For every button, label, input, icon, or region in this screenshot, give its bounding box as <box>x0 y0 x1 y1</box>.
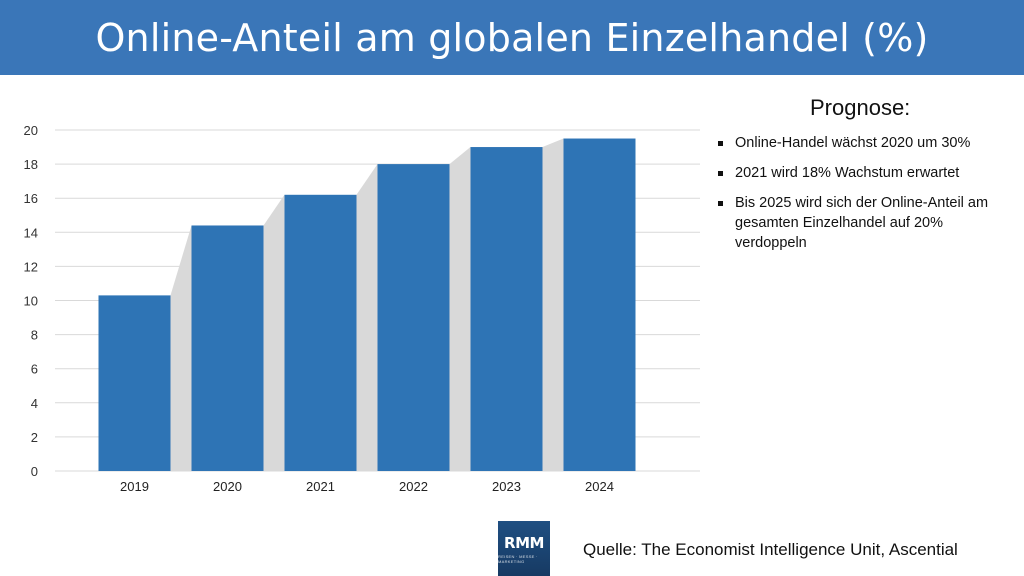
forecast-panel: Prognose: Online-Handel wächst 2020 um 3… <box>715 95 1015 263</box>
y-tick-label: 18 <box>24 157 38 172</box>
y-tick-label: 20 <box>24 123 38 138</box>
y-tick-label: 10 <box>24 294 38 309</box>
y-tick-label: 0 <box>31 464 38 479</box>
source-note: Quelle: The Economist Intelligence Unit,… <box>583 540 958 559</box>
bar-2022 <box>377 164 450 471</box>
bar-2020 <box>191 225 264 471</box>
connector-band <box>356 164 378 471</box>
x-tick-label: 2024 <box>585 479 614 494</box>
connector-band <box>449 147 471 472</box>
page-title: Online-Anteil am globalen Einzelhandel (… <box>95 15 929 60</box>
forecast-heading: Prognose: <box>810 95 911 120</box>
bar-2021 <box>284 194 357 471</box>
bar-2019 <box>98 295 171 471</box>
connector-band <box>263 194 285 471</box>
bar-2024 <box>563 138 636 471</box>
connector-band <box>542 138 564 471</box>
logo-text: RMM <box>504 533 544 552</box>
y-tick-label: 8 <box>31 328 38 343</box>
x-tick-label: 2020 <box>213 479 242 494</box>
y-tick-label: 14 <box>24 225 38 240</box>
logo-subtext: REISEN · MESSE · MARKETING <box>498 553 538 564</box>
x-tick-label: 2022 <box>399 479 428 494</box>
title-bar: Online-Anteil am globalen Einzelhandel (… <box>0 0 1024 75</box>
forecast-list: Online-Handel wächst 2020 um 30% 2021 wi… <box>715 133 1015 253</box>
bar-2023 <box>470 147 543 472</box>
x-tick-label: 2023 <box>492 479 521 494</box>
y-tick-label: 6 <box>31 362 38 377</box>
y-tick-label: 4 <box>31 396 38 411</box>
forecast-item: 2021 wird 18% Wachstum erwartet <box>715 163 1015 183</box>
forecast-item: Bis 2025 wird sich der Online-Anteil am … <box>715 193 1015 253</box>
y-tick-label: 2 <box>31 430 38 445</box>
rmm-logo: RMM REISEN · MESSE · MARKETING <box>498 521 550 576</box>
y-tick-label: 12 <box>24 259 38 274</box>
bar-chart: 0 2 4 6 8 10 12 14 16 18 20 2019 2020 2021 2022 2023 202… <box>24 123 700 494</box>
x-tick-label: 2021 <box>306 479 335 494</box>
connector-band <box>170 225 192 471</box>
x-tick-label: 2019 <box>120 479 149 494</box>
forecast-item: Online-Handel wächst 2020 um 30% <box>715 133 1015 153</box>
y-tick-label: 16 <box>24 191 38 206</box>
